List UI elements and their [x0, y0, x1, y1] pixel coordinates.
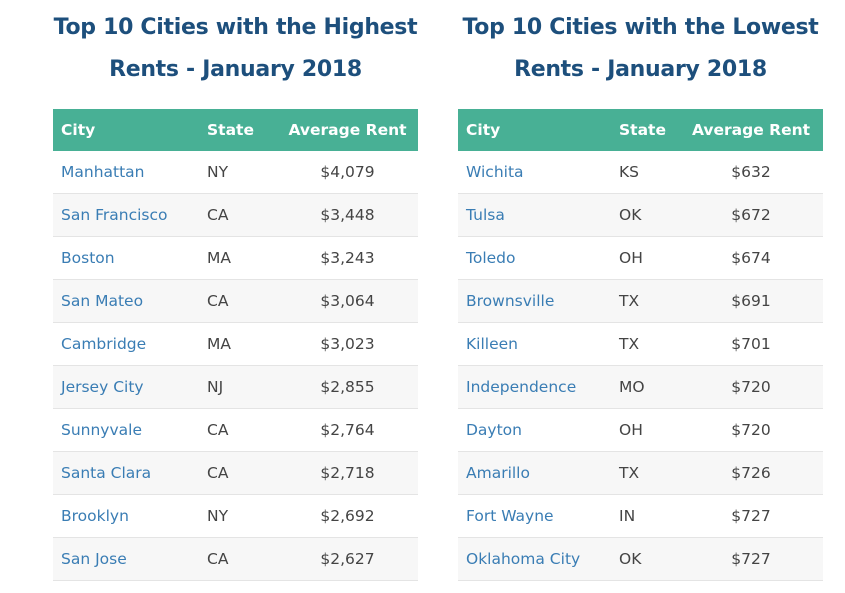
table-row: Jersey City NJ $2,855: [53, 365, 418, 409]
state-cell: CA: [199, 193, 277, 237]
table-title: Top 10 Cities with the Lowest Rents - Ja…: [462, 15, 819, 82]
city-link[interactable]: Dayton: [458, 408, 611, 452]
rent-cell: $632: [679, 151, 823, 194]
state-cell: NY: [199, 494, 277, 538]
state-cell: CA: [199, 408, 277, 452]
table-row: Oklahoma City OK $727: [458, 537, 823, 581]
rent-cell: $3,023: [277, 322, 418, 366]
header-state: State: [199, 109, 277, 151]
city-link[interactable]: Wichita: [458, 151, 611, 194]
state-cell: OK: [611, 193, 679, 237]
rent-cell: $691: [679, 279, 823, 323]
state-cell: MA: [199, 236, 277, 280]
header-row: City State Average Rent: [458, 109, 823, 151]
table-row: Sunnyvale CA $2,764: [53, 408, 418, 452]
rents-table: City State Average Rent Wichita KS $632 …: [458, 109, 823, 581]
city-link[interactable]: Cambridge: [53, 322, 199, 366]
header-city: City: [458, 109, 611, 151]
header-state: State: [611, 109, 679, 151]
rent-cell: $3,064: [277, 279, 418, 323]
rent-cell: $2,692: [277, 494, 418, 538]
city-link[interactable]: Manhattan: [53, 151, 199, 194]
state-cell: OH: [611, 408, 679, 452]
rent-cell: $720: [679, 365, 823, 409]
rent-cell: $727: [679, 537, 823, 581]
highest-rents-panel: Top 10 Cities with the Highest Rents - J…: [53, 0, 418, 581]
table-row: Toledo OH $674: [458, 236, 823, 280]
state-cell: CA: [199, 451, 277, 495]
state-cell: NJ: [199, 365, 277, 409]
state-cell: TX: [611, 322, 679, 366]
rent-cell: $2,718: [277, 451, 418, 495]
table-row: Tulsa OK $672: [458, 193, 823, 237]
rent-cell: $2,764: [277, 408, 418, 452]
table-row: Killeen TX $701: [458, 322, 823, 366]
table-row: Fort Wayne IN $727: [458, 494, 823, 538]
state-cell: MO: [611, 365, 679, 409]
city-link[interactable]: Tulsa: [458, 193, 611, 237]
city-link[interactable]: Independence: [458, 365, 611, 409]
rents-table: City State Average Rent Manhattan NY $4,…: [53, 109, 418, 581]
state-cell: IN: [611, 494, 679, 538]
rent-cell: $674: [679, 236, 823, 280]
table-row: Wichita KS $632: [458, 151, 823, 194]
header-city: City: [53, 109, 199, 151]
city-link[interactable]: Sunnyvale: [53, 408, 199, 452]
city-link[interactable]: San Jose: [53, 537, 199, 581]
city-link[interactable]: Killeen: [458, 322, 611, 366]
table-row: Boston MA $3,243: [53, 236, 418, 280]
header-row: City State Average Rent: [53, 109, 418, 151]
rent-cell: $2,627: [277, 537, 418, 581]
rent-cell: $4,079: [277, 151, 418, 194]
table-row: San Mateo CA $3,064: [53, 279, 418, 323]
state-cell: OH: [611, 236, 679, 280]
rent-cell: $701: [679, 322, 823, 366]
state-cell: MA: [199, 322, 277, 366]
table-row: Brooklyn NY $2,692: [53, 494, 418, 538]
city-link[interactable]: Oklahoma City: [458, 537, 611, 581]
rent-cell: $726: [679, 451, 823, 495]
state-cell: CA: [199, 537, 277, 581]
rent-cell: $720: [679, 408, 823, 452]
city-link[interactable]: Amarillo: [458, 451, 611, 495]
city-link[interactable]: Brownsville: [458, 279, 611, 323]
table-row: Dayton OH $720: [458, 408, 823, 452]
table-row: Amarillo TX $726: [458, 451, 823, 495]
table-row: San Jose CA $2,627: [53, 537, 418, 581]
state-cell: KS: [611, 151, 679, 194]
table-row: Santa Clara CA $2,718: [53, 451, 418, 495]
city-link[interactable]: Boston: [53, 236, 199, 280]
table-row: San Francisco CA $3,448: [53, 193, 418, 237]
city-link[interactable]: Brooklyn: [53, 494, 199, 538]
rent-cell: $672: [679, 193, 823, 237]
table-row: Cambridge MA $3,023: [53, 322, 418, 366]
city-link[interactable]: Jersey City: [53, 365, 199, 409]
header-average-rent: Average Rent: [679, 109, 823, 151]
table-row: Manhattan NY $4,079: [53, 151, 418, 194]
table-title: Top 10 Cities with the Highest Rents - J…: [53, 15, 418, 82]
rent-cell: $3,448: [277, 193, 418, 237]
city-link[interactable]: Santa Clara: [53, 451, 199, 495]
city-link[interactable]: San Mateo: [53, 279, 199, 323]
city-link[interactable]: Toledo: [458, 236, 611, 280]
table-row: Brownsville TX $691: [458, 279, 823, 323]
state-cell: NY: [199, 151, 277, 194]
city-link[interactable]: San Francisco: [53, 193, 199, 237]
rent-cell: $727: [679, 494, 823, 538]
rent-cell: $2,855: [277, 365, 418, 409]
city-link[interactable]: Fort Wayne: [458, 494, 611, 538]
state-cell: OK: [611, 537, 679, 581]
header-average-rent: Average Rent: [277, 109, 418, 151]
state-cell: TX: [611, 279, 679, 323]
state-cell: TX: [611, 451, 679, 495]
rent-cell: $3,243: [277, 236, 418, 280]
table-row: Independence MO $720: [458, 365, 823, 409]
lowest-rents-panel: Top 10 Cities with the Lowest Rents - Ja…: [458, 0, 823, 581]
state-cell: CA: [199, 279, 277, 323]
